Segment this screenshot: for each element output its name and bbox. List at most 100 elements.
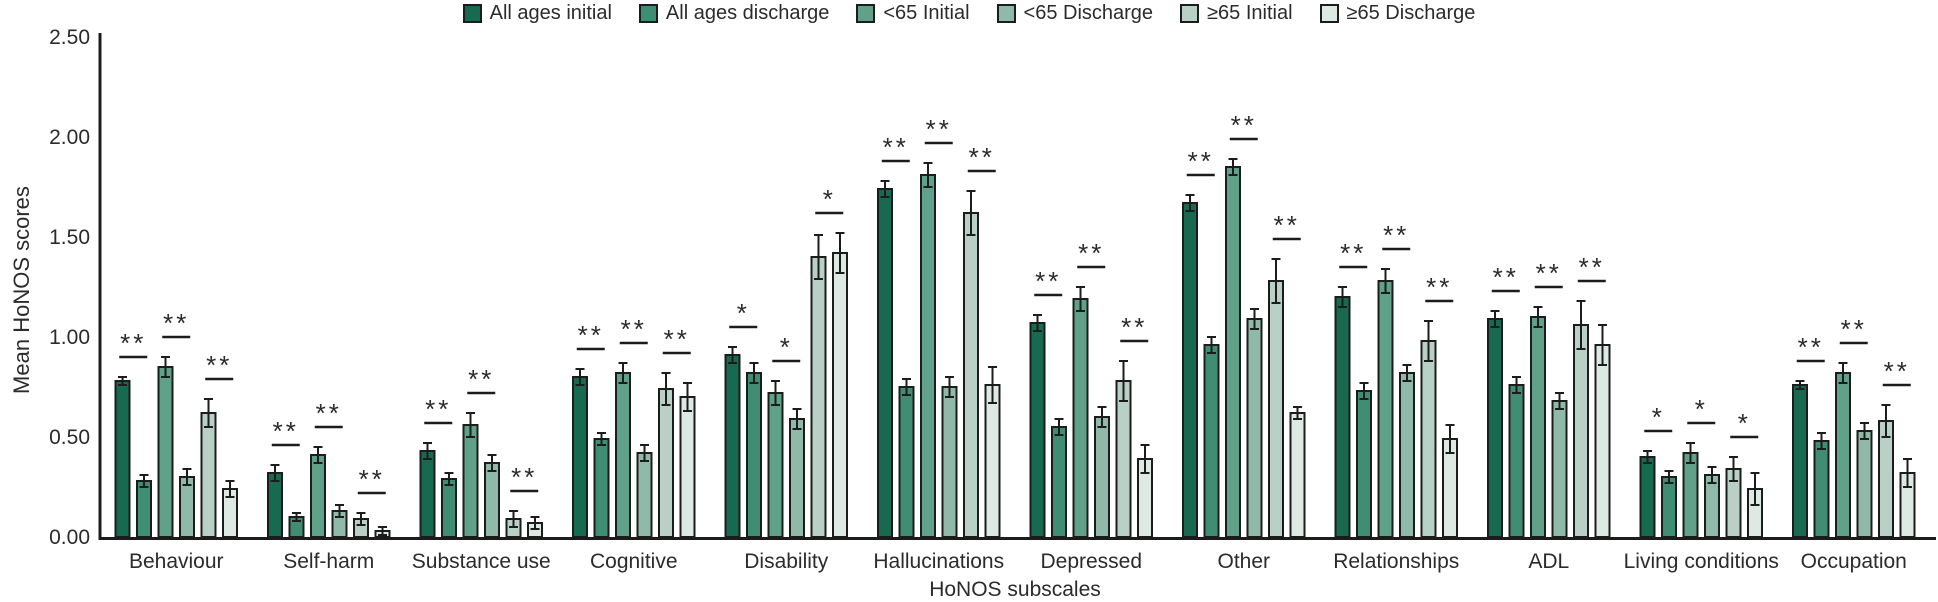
bar: [810, 256, 827, 538]
legend-item-1: All ages discharge: [638, 2, 830, 25]
y-tick-label: 2.00: [49, 126, 90, 149]
bar: [898, 386, 915, 538]
bar: [1792, 384, 1808, 538]
significance-marker: **: [316, 398, 342, 428]
legend-label: All ages discharge: [665, 2, 830, 24]
bar: [1639, 456, 1656, 538]
significance-marker: **: [1035, 266, 1061, 296]
legend-item-0: All ages initial: [462, 2, 612, 25]
bar: [1573, 324, 1589, 538]
legend-item-3: <65 Discharge: [996, 2, 1153, 25]
bar: [593, 438, 610, 538]
bar: [462, 424, 479, 538]
bar: [157, 366, 174, 538]
significance-marker: **: [664, 324, 690, 354]
bar: [724, 354, 741, 538]
bar: [963, 212, 979, 538]
significance-marker: **: [1383, 220, 1409, 250]
category-label: Hallucinations: [873, 550, 1004, 573]
legend-item-4: ≥65 Initial: [1180, 2, 1293, 25]
bar: [1225, 166, 1241, 538]
bar: [615, 372, 631, 538]
significance-marker: **: [883, 132, 909, 162]
significance-marker: **: [163, 308, 189, 338]
chart-legend: All ages initial All ages discharge <65 In…: [0, 2, 1938, 25]
significance-marker: **: [1493, 262, 1519, 292]
significance-marker: **: [511, 462, 537, 492]
significance-marker: **: [926, 114, 952, 144]
significance-marker: **: [468, 364, 494, 394]
y-tick-label: 1.00: [49, 326, 90, 349]
bar: [1399, 372, 1415, 538]
legend-label: All ages initial: [489, 2, 612, 24]
bar: [310, 454, 326, 538]
bar: [832, 252, 848, 538]
y-tick-label: 0.00: [49, 526, 90, 549]
significance-marker: **: [273, 416, 299, 446]
significance-marker: **: [359, 464, 385, 494]
bar: [1094, 416, 1110, 538]
bar: [767, 392, 784, 538]
x-axis-title: HoNOS subscales: [929, 578, 1101, 601]
significance-marker: **: [1078, 238, 1104, 268]
significance-marker: **: [1340, 238, 1366, 268]
significance-marker: *: [780, 332, 793, 362]
bar: [746, 372, 762, 538]
bar: [1182, 202, 1198, 538]
y-tick-label: 0.50: [49, 426, 90, 449]
category-label: Occupation: [1801, 550, 1907, 573]
significance-marker: *: [1738, 408, 1751, 438]
bar: [1203, 344, 1220, 538]
bar: [1115, 380, 1132, 538]
legend-swatch-icon: [856, 4, 876, 23]
significance-marker: **: [425, 394, 451, 424]
significance-marker: **: [120, 328, 146, 358]
legend-swatch-icon: [462, 4, 482, 23]
category-label: Other: [1217, 550, 1270, 573]
bar: [636, 452, 653, 538]
bar: [484, 462, 500, 538]
bar: [1530, 316, 1546, 538]
category-label: Self-harm: [283, 550, 374, 573]
bar: [1594, 344, 1611, 538]
legend-swatch-icon: [996, 4, 1016, 23]
category-label: Cognitive: [590, 550, 678, 573]
significance-marker: **: [969, 142, 995, 172]
category-label: Behaviour: [129, 550, 224, 573]
category-label: Substance use: [412, 550, 551, 573]
significance-marker: **: [206, 350, 232, 380]
bar: [1682, 452, 1699, 538]
bar: [920, 174, 936, 538]
category-label: Relationships: [1333, 550, 1459, 573]
category-label: Living conditions: [1624, 550, 1779, 573]
bar: [114, 380, 131, 538]
bar: [984, 384, 1001, 538]
bar: [877, 188, 893, 538]
bar: [789, 418, 805, 538]
significance-marker: **: [1798, 332, 1824, 362]
significance-marker: **: [1536, 258, 1562, 288]
y-tick-label: 1.50: [49, 226, 90, 249]
significance-marker: *: [1695, 394, 1708, 424]
bar: [1551, 400, 1568, 538]
legend-swatch-icon: [638, 4, 658, 23]
significance-marker: **: [1274, 210, 1300, 240]
bar: [1835, 372, 1851, 538]
legend-item-5: ≥65 Discharge: [1319, 2, 1476, 25]
significance-marker: **: [1426, 272, 1452, 302]
bar: [1051, 426, 1067, 538]
bar: [658, 388, 674, 538]
bar: [1487, 318, 1503, 538]
bar: [1813, 440, 1830, 538]
bar: [1856, 430, 1873, 538]
bar: [1704, 474, 1720, 538]
significance-marker: *: [823, 184, 836, 214]
category-label: ADL: [1528, 550, 1569, 573]
category-label: Depressed: [1040, 550, 1142, 573]
legend-label: ≥65 Discharge: [1346, 2, 1476, 24]
bar: [419, 450, 436, 538]
legend-label: <65 Initial: [883, 2, 970, 24]
bar: [572, 376, 588, 538]
